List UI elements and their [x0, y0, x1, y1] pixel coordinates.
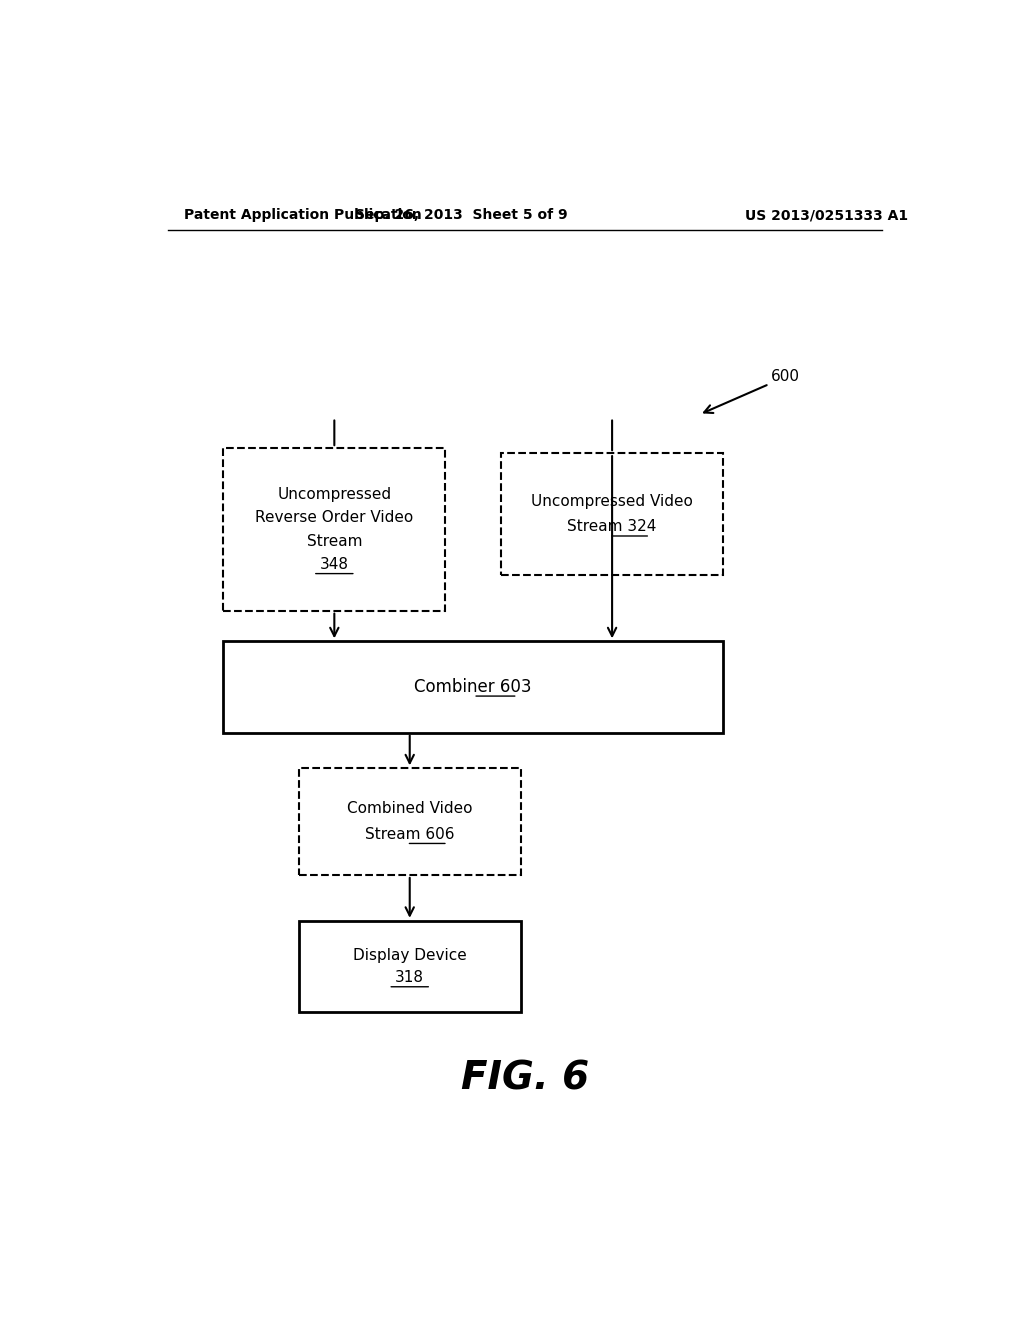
FancyBboxPatch shape — [299, 921, 521, 1012]
FancyBboxPatch shape — [223, 447, 445, 611]
Text: Combined Video: Combined Video — [347, 801, 472, 816]
Text: Combiner 603: Combiner 603 — [415, 678, 531, 696]
Text: Patent Application Publication: Patent Application Publication — [183, 209, 421, 222]
Text: Display Device: Display Device — [353, 948, 467, 962]
Text: 600: 600 — [771, 370, 800, 384]
Text: US 2013/0251333 A1: US 2013/0251333 A1 — [744, 209, 908, 222]
FancyBboxPatch shape — [299, 768, 521, 875]
FancyBboxPatch shape — [501, 453, 723, 576]
Text: 318: 318 — [395, 970, 424, 985]
Text: Stream 324: Stream 324 — [567, 519, 656, 535]
Text: Reverse Order Video: Reverse Order Video — [255, 511, 414, 525]
Text: Sep. 26, 2013  Sheet 5 of 9: Sep. 26, 2013 Sheet 5 of 9 — [355, 209, 567, 222]
Text: Uncompressed: Uncompressed — [278, 487, 391, 502]
Text: Stream 606: Stream 606 — [365, 826, 455, 842]
Text: 348: 348 — [319, 557, 349, 572]
Text: Uncompressed Video: Uncompressed Video — [531, 494, 693, 510]
FancyBboxPatch shape — [223, 642, 723, 733]
Text: Stream: Stream — [306, 533, 362, 549]
Text: FIG. 6: FIG. 6 — [461, 1059, 589, 1097]
